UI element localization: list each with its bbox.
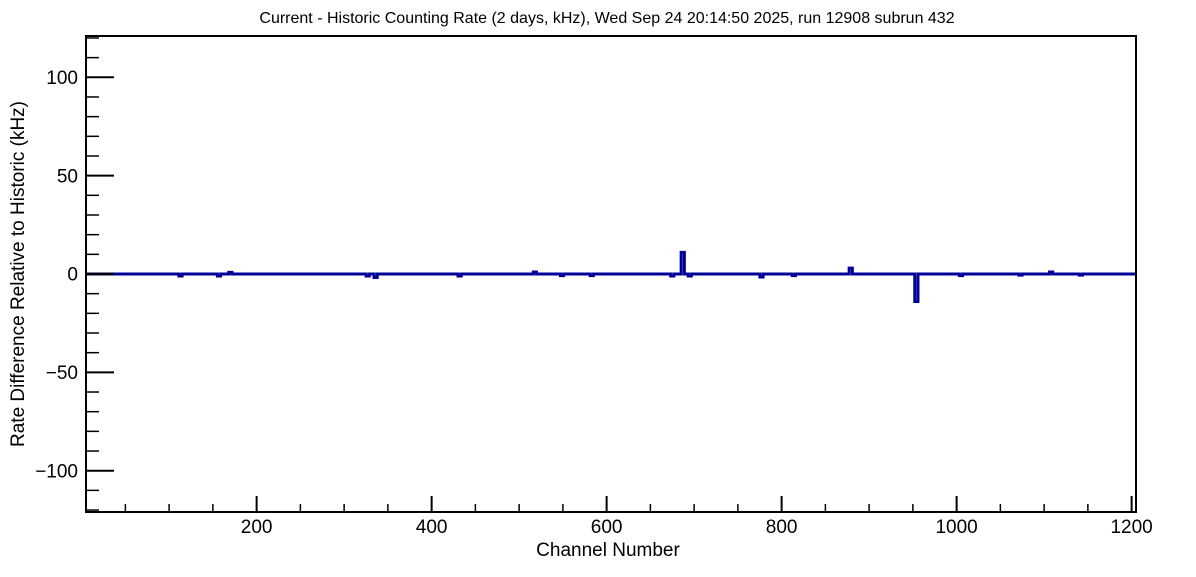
- rate-difference-line: [86, 250, 1136, 304]
- x-tick-label: 600: [591, 517, 623, 538]
- y-tick-label: −100: [35, 461, 78, 482]
- x-axis-title: Channel Number: [536, 540, 680, 561]
- y-tick-label: −50: [46, 363, 78, 384]
- y-tick-label: 0: [67, 265, 78, 286]
- data-series: [86, 250, 1136, 304]
- chart-title: Current - Historic Counting Rate (2 days…: [259, 10, 954, 27]
- x-axis-ticks: 200 400 600 800 1000 1200: [124, 496, 1153, 538]
- y-axis-ticks: −100 −50 0 50 100: [35, 37, 114, 511]
- x-tick-label: 400: [416, 517, 448, 538]
- x-tick-label: 1000: [935, 517, 977, 538]
- x-tick-label: 200: [241, 517, 273, 538]
- y-axis-title: Rate Difference Relative to Historic (kH…: [8, 101, 29, 447]
- x-tick-label: 1200: [1110, 517, 1152, 538]
- x-tick-label: 800: [766, 517, 798, 538]
- y-tick-label: 100: [46, 68, 78, 89]
- y-tick-label: 50: [57, 166, 78, 187]
